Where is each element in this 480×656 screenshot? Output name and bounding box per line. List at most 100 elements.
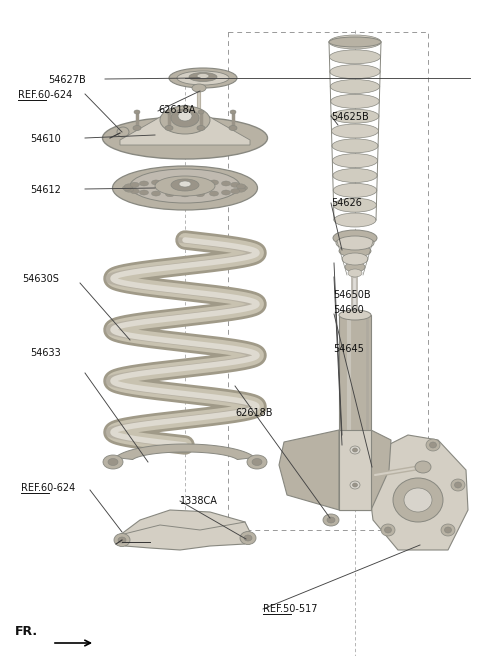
Ellipse shape xyxy=(130,182,139,188)
Ellipse shape xyxy=(130,169,240,203)
Ellipse shape xyxy=(166,179,175,184)
Polygon shape xyxy=(368,435,468,550)
Ellipse shape xyxy=(178,111,192,121)
Text: 54625B: 54625B xyxy=(331,112,369,122)
Ellipse shape xyxy=(332,139,378,153)
Ellipse shape xyxy=(221,181,230,186)
Ellipse shape xyxy=(327,517,335,523)
Ellipse shape xyxy=(152,191,160,196)
Ellipse shape xyxy=(444,527,452,533)
Ellipse shape xyxy=(329,35,381,49)
Ellipse shape xyxy=(345,262,365,272)
Ellipse shape xyxy=(180,179,190,184)
Ellipse shape xyxy=(252,459,262,466)
Ellipse shape xyxy=(247,455,267,469)
Ellipse shape xyxy=(133,125,141,131)
Ellipse shape xyxy=(221,190,230,195)
Bar xyxy=(339,315,371,510)
Ellipse shape xyxy=(189,73,217,81)
Ellipse shape xyxy=(352,448,358,452)
Ellipse shape xyxy=(333,183,377,197)
Ellipse shape xyxy=(140,181,148,186)
Polygon shape xyxy=(120,105,250,145)
Ellipse shape xyxy=(336,236,374,250)
Ellipse shape xyxy=(197,125,205,131)
Ellipse shape xyxy=(114,533,130,546)
Polygon shape xyxy=(120,510,250,550)
Ellipse shape xyxy=(455,482,461,488)
Ellipse shape xyxy=(334,213,376,227)
Ellipse shape xyxy=(140,190,148,195)
Text: 62618B: 62618B xyxy=(235,408,273,419)
Text: REF.60-624: REF.60-624 xyxy=(18,90,72,100)
Ellipse shape xyxy=(122,186,132,190)
Ellipse shape xyxy=(160,106,210,134)
Text: 54660: 54660 xyxy=(334,304,364,315)
Ellipse shape xyxy=(171,179,199,191)
Ellipse shape xyxy=(198,110,204,114)
Text: 54627B: 54627B xyxy=(48,75,86,85)
Ellipse shape xyxy=(441,524,455,536)
Ellipse shape xyxy=(426,439,440,451)
Ellipse shape xyxy=(350,446,360,454)
Ellipse shape xyxy=(165,125,173,131)
Ellipse shape xyxy=(331,94,379,108)
Ellipse shape xyxy=(195,192,204,197)
Ellipse shape xyxy=(384,527,392,533)
Bar xyxy=(339,430,371,510)
Ellipse shape xyxy=(231,189,240,194)
Ellipse shape xyxy=(332,154,378,168)
Ellipse shape xyxy=(348,269,362,277)
Polygon shape xyxy=(371,430,391,510)
Ellipse shape xyxy=(112,166,257,210)
Ellipse shape xyxy=(197,73,209,79)
Ellipse shape xyxy=(329,50,381,64)
Ellipse shape xyxy=(333,230,377,246)
Text: REF.60-624: REF.60-624 xyxy=(21,483,75,493)
Ellipse shape xyxy=(330,65,380,79)
Text: REF.50-517: REF.50-517 xyxy=(263,604,318,614)
Ellipse shape xyxy=(451,479,465,491)
Ellipse shape xyxy=(330,79,380,94)
Ellipse shape xyxy=(231,182,240,188)
Ellipse shape xyxy=(393,478,443,522)
Ellipse shape xyxy=(124,187,133,192)
Ellipse shape xyxy=(237,184,246,189)
Ellipse shape xyxy=(332,124,379,138)
Ellipse shape xyxy=(339,310,371,320)
Ellipse shape xyxy=(134,110,140,114)
Ellipse shape xyxy=(103,117,267,159)
Text: 1338CA: 1338CA xyxy=(180,496,218,506)
Ellipse shape xyxy=(192,84,206,92)
Ellipse shape xyxy=(177,71,229,85)
Ellipse shape xyxy=(180,192,190,197)
Polygon shape xyxy=(279,430,339,510)
Ellipse shape xyxy=(117,127,129,137)
Ellipse shape xyxy=(381,524,395,536)
Ellipse shape xyxy=(333,169,377,182)
Ellipse shape xyxy=(130,189,139,194)
Text: 54650B: 54650B xyxy=(334,290,371,300)
Ellipse shape xyxy=(404,488,432,512)
Ellipse shape xyxy=(430,442,436,448)
Ellipse shape xyxy=(155,176,215,196)
Ellipse shape xyxy=(237,187,246,192)
Ellipse shape xyxy=(240,531,256,544)
Ellipse shape xyxy=(118,537,126,543)
Ellipse shape xyxy=(331,109,379,123)
Ellipse shape xyxy=(195,179,204,184)
Ellipse shape xyxy=(415,461,431,473)
Ellipse shape xyxy=(342,253,368,265)
Ellipse shape xyxy=(209,180,218,185)
Text: 54610: 54610 xyxy=(30,134,60,144)
Text: 62618A: 62618A xyxy=(158,105,196,115)
Ellipse shape xyxy=(350,481,360,489)
Ellipse shape xyxy=(229,125,237,131)
Ellipse shape xyxy=(323,514,339,526)
Ellipse shape xyxy=(166,110,172,114)
Text: 54633: 54633 xyxy=(30,348,60,358)
Polygon shape xyxy=(115,444,255,459)
Ellipse shape xyxy=(244,535,252,541)
Ellipse shape xyxy=(124,184,133,189)
Text: 54626: 54626 xyxy=(331,198,362,209)
